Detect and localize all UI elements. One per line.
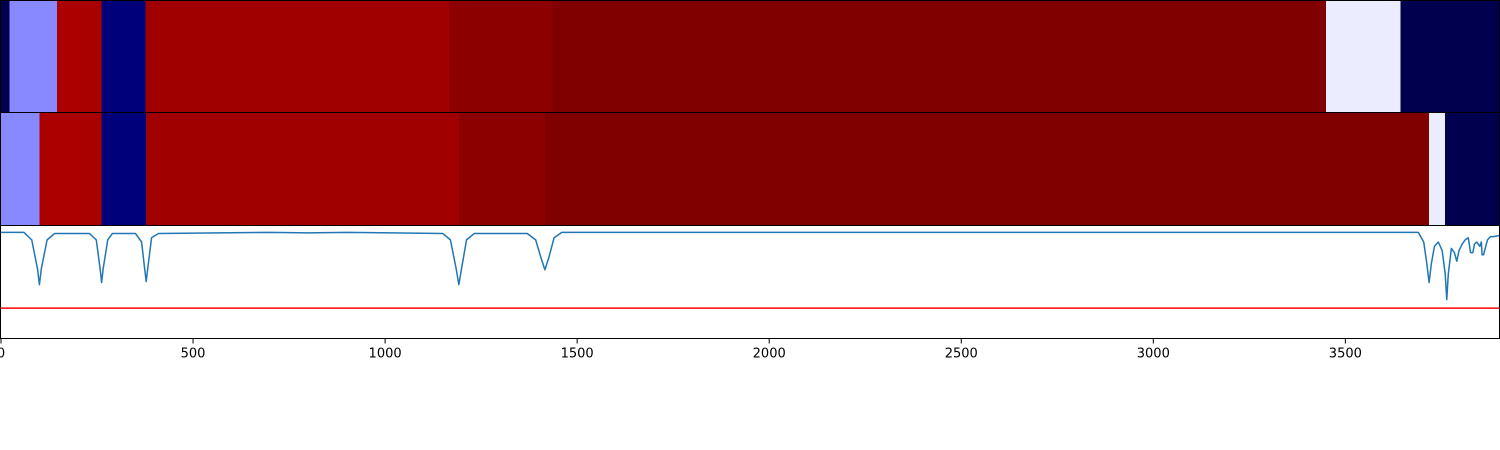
heatmap-strip-top xyxy=(1,1,1500,112)
strip-1-segment-0 xyxy=(1,113,40,225)
strip-0-segment-2 xyxy=(57,1,103,112)
strip-1-segment-2 xyxy=(101,113,147,225)
strip-0-segment-4 xyxy=(145,1,450,112)
strip-1-segment-3 xyxy=(146,113,460,225)
strip-1-segment-1 xyxy=(39,113,103,225)
x-tick-label: 1000 xyxy=(369,347,402,362)
panel-frame-2 xyxy=(0,225,1500,339)
line-panel xyxy=(1,231,1500,309)
x-tick-label: 2000 xyxy=(753,347,786,362)
strip-0-segment-1 xyxy=(9,1,58,112)
x-tick-label: 500 xyxy=(181,347,206,362)
heatmap-strip-middle xyxy=(1,113,1500,225)
strip-0-segment-7 xyxy=(1326,1,1402,112)
strip-0-segment-8 xyxy=(1400,1,1500,112)
x-tick-label: 2500 xyxy=(945,347,978,362)
strip-0-segment-3 xyxy=(101,1,146,112)
strip-0-segment-5 xyxy=(448,1,554,112)
series-line xyxy=(1,231,1500,301)
x-tick-label: 3000 xyxy=(1137,347,1170,362)
x-tick-label: 0 xyxy=(0,347,5,362)
x-tick-label: 3500 xyxy=(1329,347,1362,362)
strip-1-segment-5 xyxy=(544,113,1430,225)
strip-1-segment-4 xyxy=(458,113,546,225)
strip-0-segment-6 xyxy=(552,1,1327,112)
strip-0-segment-0 xyxy=(1,1,10,112)
strip-1-segment-6 xyxy=(1429,113,1446,225)
strip-1-segment-7 xyxy=(1445,113,1500,225)
x-tick-label: 1500 xyxy=(561,347,594,362)
x-axis: 0 500 1000 1500 2000 2500 3000 3500 xyxy=(0,338,1362,362)
